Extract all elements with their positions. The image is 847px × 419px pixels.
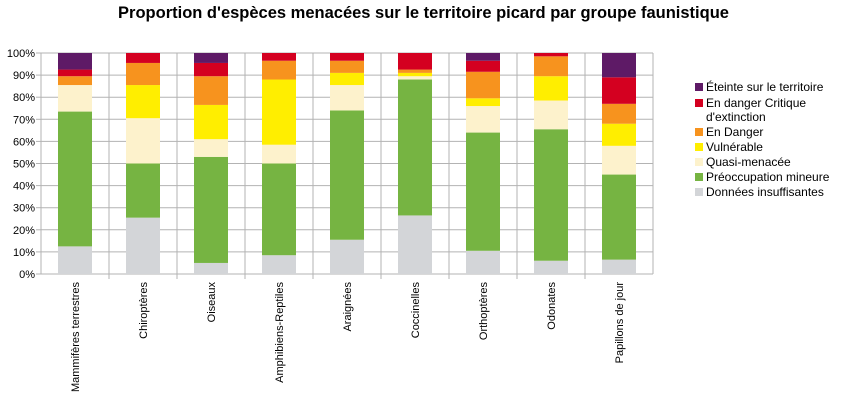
bar-segment xyxy=(194,104,228,140)
bar-segment xyxy=(534,76,568,101)
bar-segment xyxy=(262,163,296,256)
legend-swatch xyxy=(695,173,703,181)
y-tick-label: 70% xyxy=(13,114,35,126)
bar-segment xyxy=(194,76,228,105)
bar-segment xyxy=(398,69,432,73)
legend-label: Éteinte sur le territoire xyxy=(706,80,824,94)
bar-segment xyxy=(194,156,228,263)
bar-segment xyxy=(602,103,636,124)
bar-segment xyxy=(602,53,636,78)
bar-segment xyxy=(330,60,364,73)
x-tick-label: Odonates xyxy=(546,282,558,330)
bar-segment xyxy=(194,262,228,274)
axis-layer: 0% 10% 20% 30% 40% 50% 60% 70% 80% 90% 100% Mammifè… xyxy=(7,48,626,392)
legend-label: Préoccupation mineure xyxy=(706,170,830,184)
bar-segment xyxy=(398,215,432,274)
legend-label: Données insuffisantes xyxy=(706,185,824,199)
bar-segment xyxy=(58,111,92,247)
x-tick-label: Coccinelles xyxy=(410,282,422,339)
x-tick-label: Papillons de jour xyxy=(614,282,626,364)
bar-segment xyxy=(602,145,636,175)
legend-swatch xyxy=(695,99,703,107)
bar-segment xyxy=(58,53,92,70)
bar-segment xyxy=(126,62,160,86)
y-tick-label: 40% xyxy=(13,181,35,193)
x-tick-label: Amphibiens-Reptiles xyxy=(274,282,286,383)
bar-segment xyxy=(602,77,636,104)
bar-segment xyxy=(466,98,500,107)
legend-swatch xyxy=(695,143,703,151)
legend-swatch xyxy=(695,128,703,136)
bar-segment xyxy=(534,56,568,77)
bar-segment xyxy=(602,123,636,146)
bar-segment xyxy=(330,110,364,240)
x-tick-label: Oiseaux xyxy=(206,282,218,323)
bar-segment xyxy=(262,79,296,145)
legend-swatch xyxy=(695,83,703,91)
y-tick-label: 100% xyxy=(7,48,35,60)
bar-segment xyxy=(466,132,500,251)
bar-segment xyxy=(602,259,636,274)
y-tick-label: 50% xyxy=(13,159,35,171)
bar-segment xyxy=(126,118,160,164)
bar-segment xyxy=(534,53,568,57)
bar-segment xyxy=(126,85,160,119)
bar-segment xyxy=(262,53,296,61)
bar-segment xyxy=(262,255,296,274)
bar-segment xyxy=(534,260,568,274)
bar-segment xyxy=(466,60,500,72)
bar-segment xyxy=(398,79,432,216)
legend-label: Quasi-menacée xyxy=(706,155,791,169)
bar-segment xyxy=(262,144,296,164)
bar-segment xyxy=(398,76,432,80)
legend-swatch xyxy=(695,158,703,166)
y-tick-label: 0% xyxy=(19,269,35,281)
bar-segment xyxy=(58,69,92,77)
bar-segment xyxy=(126,217,160,274)
x-tick-label: Mammifères terrestres xyxy=(70,282,82,393)
x-tick-label: Araignées xyxy=(342,282,354,332)
bar-segment xyxy=(330,53,364,61)
bar-segment xyxy=(126,53,160,63)
chart-title: Proportion d'espèces menacées sur le ter… xyxy=(118,4,729,22)
bar-segment xyxy=(466,106,500,133)
bar-segment xyxy=(534,100,568,130)
bar-segment xyxy=(330,72,364,86)
y-tick-label: 10% xyxy=(13,247,35,259)
bar-segment xyxy=(466,250,500,274)
bar-segment xyxy=(602,174,636,260)
bar-segment xyxy=(58,85,92,112)
x-tick-label: Chiroptères xyxy=(138,282,150,339)
bar-segment xyxy=(398,53,432,70)
bar-segment xyxy=(126,163,160,218)
bar-segment xyxy=(194,53,228,63)
bar-segment xyxy=(194,62,228,77)
y-tick-label: 60% xyxy=(13,136,35,148)
x-tick-label: Orthoptères xyxy=(478,282,490,341)
y-tick-label: 20% xyxy=(13,225,35,237)
bar-segment xyxy=(58,76,92,86)
legend-swatch xyxy=(695,188,703,196)
legend-label: En danger Critique d'extinction xyxy=(706,96,807,124)
bar-segment xyxy=(466,53,500,61)
legend-label: Vulnérable xyxy=(706,140,763,154)
bar-segment xyxy=(262,60,296,80)
bar-segment xyxy=(194,139,228,157)
legend-label: En Danger xyxy=(706,125,764,139)
bar-segment xyxy=(58,246,92,274)
bar-segment xyxy=(398,72,432,77)
bar-segment xyxy=(330,239,364,274)
bar-segment xyxy=(534,129,568,261)
bar-layer xyxy=(58,53,636,274)
y-tick-label: 90% xyxy=(13,70,35,82)
bar-segment xyxy=(330,85,364,111)
bar-segment xyxy=(466,71,500,99)
y-tick-label: 80% xyxy=(13,92,35,104)
y-tick-label: 30% xyxy=(13,203,35,215)
